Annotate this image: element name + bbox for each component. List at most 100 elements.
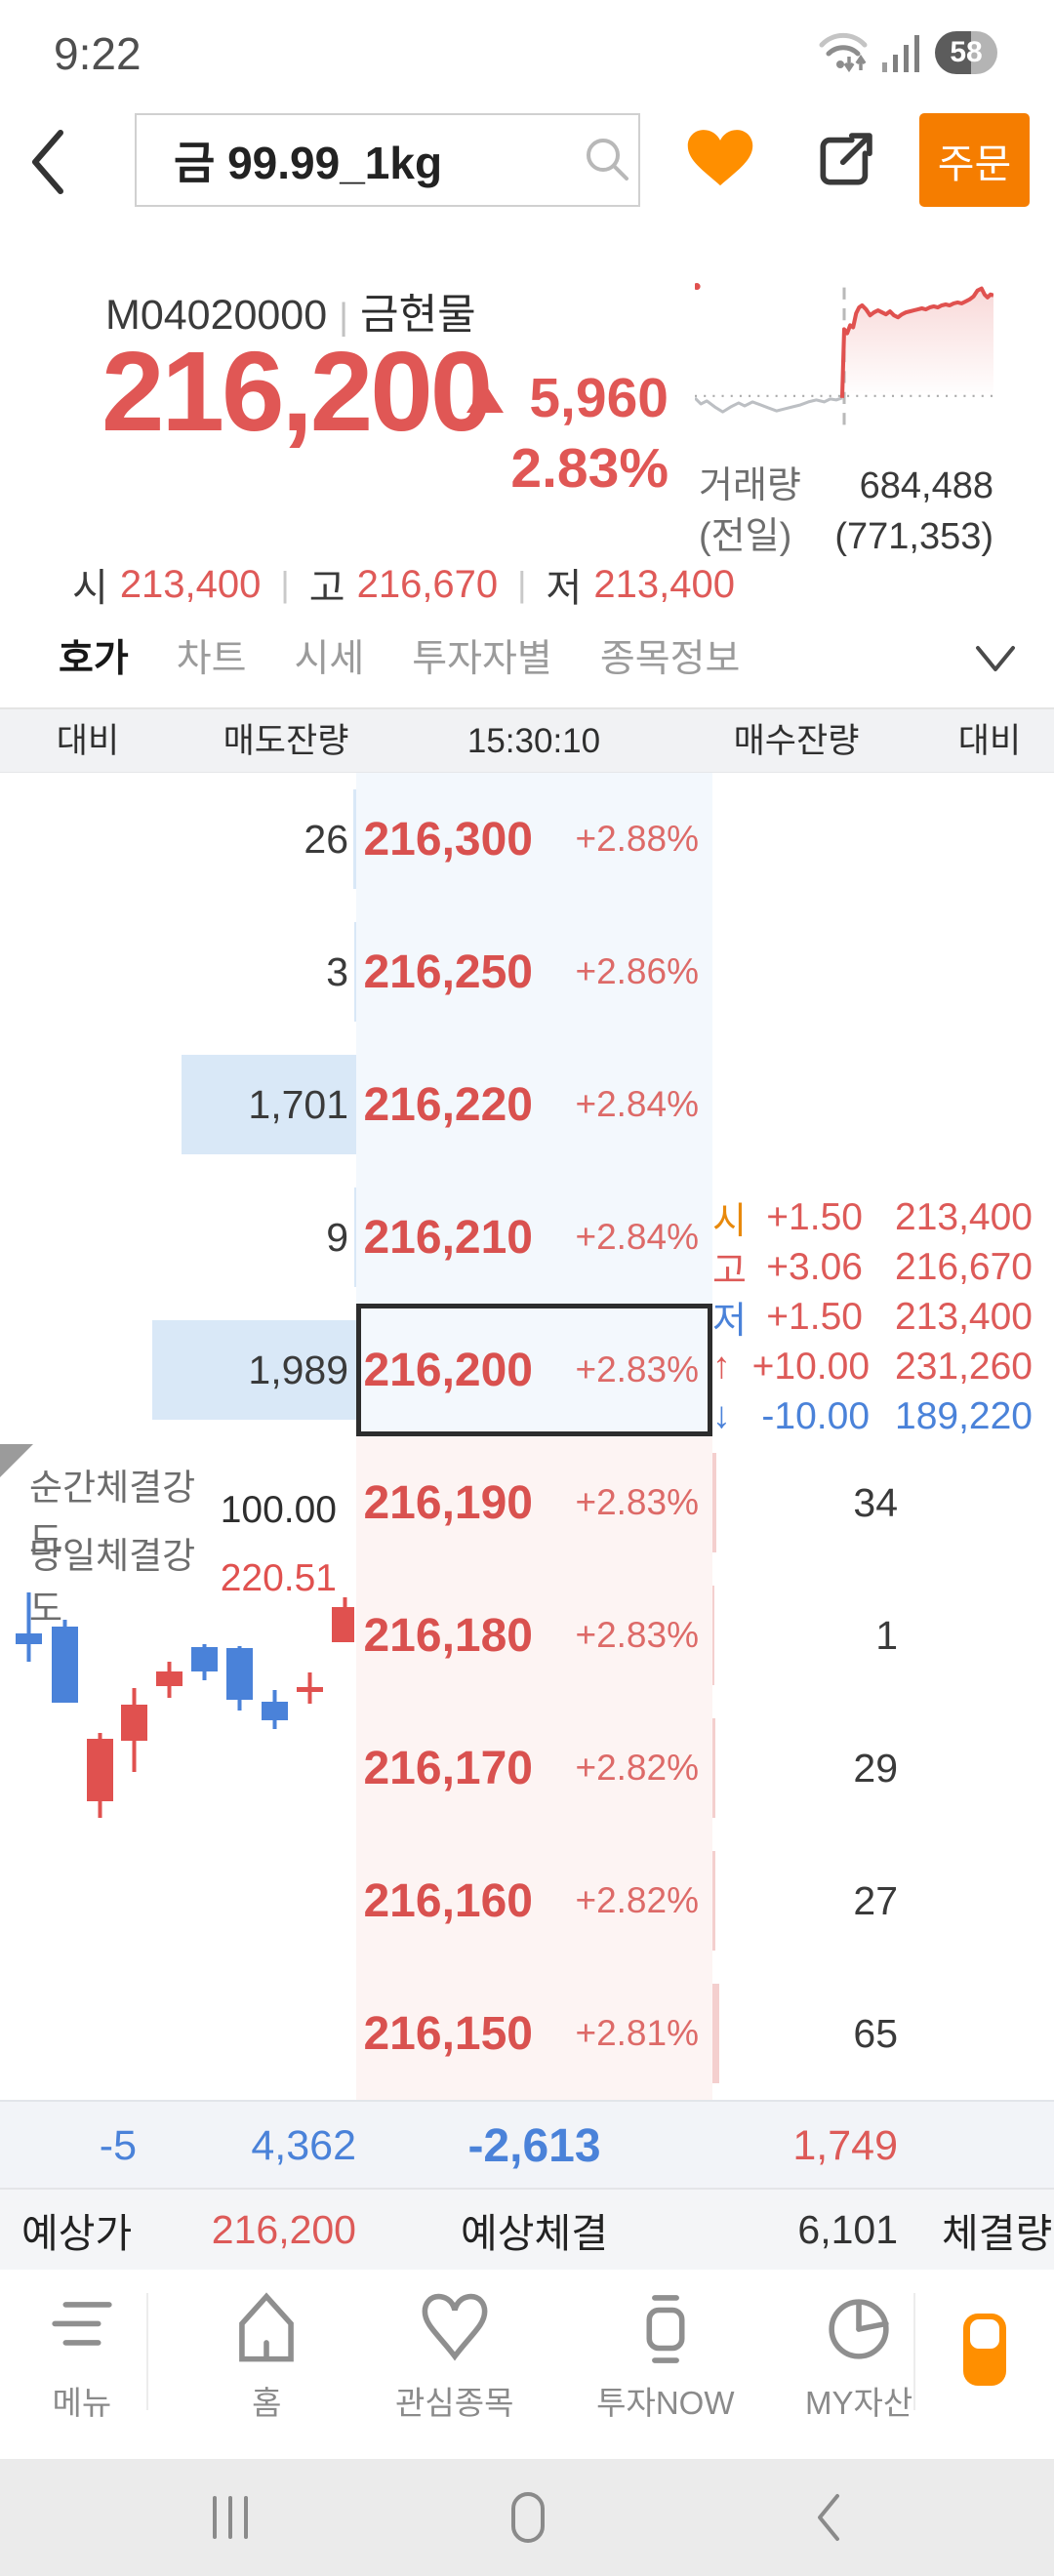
diff-cell <box>942 773 1054 906</box>
recent-apps-button[interactable] <box>205 2488 264 2547</box>
home-button[interactable] <box>500 2488 558 2547</box>
pie-icon <box>829 2299 889 2359</box>
battery-icon: 58 <box>935 31 997 74</box>
ohl-value: 216,670 <box>356 562 499 606</box>
volume-value: 684,488 <box>859 465 993 506</box>
ask-qty-cell: 1,701 <box>127 1038 356 1171</box>
nav-item-MY자산[interactable]: MY자산 <box>786 2291 932 2424</box>
back-nav-button[interactable] <box>800 2488 859 2547</box>
diff-cell <box>942 1834 1054 1967</box>
bid-qty-cell: 65 <box>712 1967 942 2100</box>
expected-price-label: 예상가 <box>21 2211 133 2256</box>
diff-cell <box>942 1569 1054 1702</box>
summary-diff: -5 <box>99 2121 137 2169</box>
ask-qty-cell: 1,989 <box>127 1304 356 1436</box>
tab-호가[interactable]: 호가 <box>59 628 129 721</box>
stock-code-line: M04020000 | 금현물 <box>105 281 476 342</box>
nav-label: 관심종목 <box>394 2385 514 2421</box>
ask-volume-bar <box>152 1320 356 1420</box>
limit-info-row: 저 +1.50 213,400 <box>712 1292 1036 1343</box>
price-cell[interactable]: 216,300 +2.88% <box>356 773 712 906</box>
heart-outline-icon <box>422 2293 488 2361</box>
price: 216,250 <box>363 946 533 998</box>
quick-toggle[interactable] <box>963 2314 1006 2386</box>
nav-label: 홈 <box>252 2385 282 2421</box>
wifi-icon <box>819 32 868 73</box>
ask-row: 3 216,250 +2.86% <box>0 906 1054 1038</box>
search-icon[interactable] <box>578 130 638 190</box>
limit-value: 213,400 <box>895 1295 1033 1338</box>
ask-volume-bar <box>354 922 356 1022</box>
volume-prev-value: (771,353) <box>834 516 993 557</box>
execution-strength-block: 순간체결강도 100.00 당일체결강도 220.51 <box>0 1444 354 1864</box>
bid-qty: 27 <box>853 1878 898 1923</box>
price: 216,160 <box>363 1874 533 1927</box>
price-cell[interactable]: 216,210 +2.84% <box>356 1171 712 1304</box>
tab-종목정보[interactable]: 종목정보 <box>599 638 741 680</box>
nav-item-홈[interactable]: 홈 <box>193 2291 340 2424</box>
battery-percent: 58 <box>950 36 983 68</box>
orderbook-col-header: 대비 <box>957 722 1022 760</box>
price-cell[interactable]: 216,190 +2.83% <box>356 1436 712 1569</box>
back-button[interactable] <box>27 123 78 201</box>
limit-info-row: 고 +3.06 216,670 <box>712 1242 1036 1293</box>
order-button[interactable]: 주문 <box>919 113 1030 207</box>
intraday-mini-chart[interactable] <box>695 281 993 431</box>
percent: +2.82% <box>575 1748 699 1788</box>
diff-cell <box>0 1304 127 1436</box>
ask-qty: 26 <box>304 817 348 862</box>
stock-info-section: M04020000 | 금현물 216,200 5,960 2.83% 시 213,4… <box>0 224 1054 615</box>
ohl-label: 저 <box>546 567 583 610</box>
price: 216,300 <box>363 813 533 865</box>
tab-투자자별[interactable]: 투자자별 <box>412 638 552 680</box>
ask-row: 1,989 216,200 +2.83% <box>0 1304 1054 1436</box>
nav-item-관심종목[interactable]: 관심종목 <box>382 2291 528 2424</box>
stock-name: 금현물 <box>360 292 476 339</box>
search-input[interactable]: 금 99.99_1kg <box>174 138 443 188</box>
stock-code: M04020000 <box>105 292 328 339</box>
exec-qty-label: 체결량 <box>942 2211 1053 2256</box>
volume-block: 거래량 684,488 (전일) (771,353) <box>699 461 993 562</box>
diff-cell <box>942 1967 1054 2100</box>
price-cell[interactable]: 216,200 +2.83% <box>356 1304 712 1436</box>
share-icon[interactable] <box>812 125 878 195</box>
nav-divider <box>913 2293 915 2410</box>
bid-row: 216,160 +2.82% 27 <box>0 1834 1054 1967</box>
limit-label: 저 <box>712 1301 747 1342</box>
price-cell[interactable]: 216,170 +2.82% <box>356 1702 712 1834</box>
diff-cell <box>0 1967 127 2100</box>
menu-icon <box>52 2302 112 2346</box>
bid-volume-bar <box>712 1851 715 1951</box>
volume-prev-label: (전일) <box>699 516 792 557</box>
nav-label: 메뉴 <box>52 2385 112 2421</box>
price-cell[interactable]: 216,150 +2.81% <box>356 1967 712 2100</box>
ask-qty-cell: 3 <box>127 906 356 1038</box>
stock-search-box[interactable]: 금 99.99_1kg <box>135 113 640 207</box>
tab-시세[interactable]: 시세 <box>294 638 365 680</box>
price-cell[interactable]: 216,220 +2.84% <box>356 1038 712 1171</box>
price-cell[interactable]: 216,250 +2.86% <box>356 906 712 1038</box>
limit-label: 고 <box>712 1251 747 1292</box>
bid-qty-cell: 27 <box>712 1834 942 1967</box>
bid-volume-bar <box>712 1718 715 1818</box>
home-icon <box>239 2292 295 2362</box>
percent: +2.81% <box>575 2013 699 2053</box>
price-cell[interactable]: 216,180 +2.83% <box>356 1569 712 1702</box>
favorite-heart-icon[interactable] <box>683 125 757 195</box>
limit-delta: +10.00 <box>751 1345 871 1388</box>
tab-차트[interactable]: 차트 <box>176 638 247 680</box>
ohl-value: 213,400 <box>119 562 262 606</box>
price: 216,220 <box>363 1078 533 1131</box>
limit-delta: +1.50 <box>766 1195 863 1238</box>
nav-item-메뉴[interactable]: 메뉴 <box>9 2291 155 2424</box>
percent: +2.86% <box>575 951 699 991</box>
fold-corner-icon <box>0 1444 33 1477</box>
chevron-down-icon[interactable] <box>974 644 1017 673</box>
price-cell[interactable]: 216,160 +2.82% <box>356 1834 712 1967</box>
order-button-label: 주문 <box>937 141 1012 186</box>
nav-item-투자NOW[interactable]: 투자NOW <box>592 2291 739 2424</box>
limit-value: 189,220 <box>895 1394 1033 1437</box>
orderbook-rows: 26 216,300 +2.88% 3 216,250 +2.86% 1,701 216,22… <box>0 773 1054 2100</box>
daily-strength-label: 당일체결강도 <box>29 1536 196 1629</box>
